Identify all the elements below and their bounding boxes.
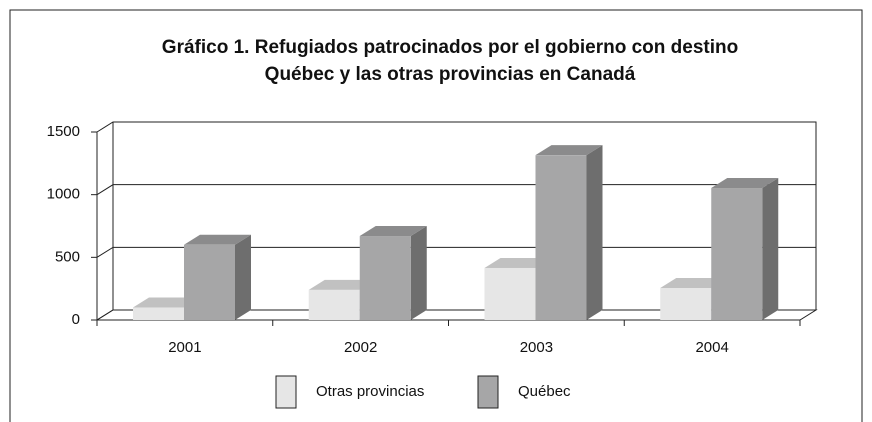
bar-side	[410, 226, 427, 320]
grid-line	[96, 121, 816, 133]
x-tick-label: 2003	[520, 339, 553, 356]
y-tick-label: 500	[55, 248, 80, 265]
bar	[133, 307, 184, 320]
bar	[535, 155, 587, 320]
y-tick-label: 1000	[47, 186, 80, 203]
bar-top	[133, 297, 200, 308]
bar-top	[359, 226, 427, 237]
legend-swatch	[275, 375, 297, 409]
bar	[184, 244, 235, 320]
x-tick-label: 2002	[344, 339, 377, 356]
legend-label: Québec	[518, 383, 571, 400]
bar	[711, 188, 763, 320]
bar	[308, 289, 360, 320]
bar-top	[711, 178, 779, 189]
x-tick-label: 2004	[695, 339, 728, 356]
x-tick-label: 2001	[168, 339, 201, 356]
y-tick-label: 1500	[47, 123, 80, 140]
bar-top	[535, 145, 603, 156]
bar	[484, 267, 536, 320]
chart-title: Gráfico 1. Refugiados patrocinados por e…	[162, 37, 738, 58]
legend-swatch	[477, 375, 499, 409]
y-tick-label: 0	[72, 311, 80, 328]
bar-top	[660, 278, 728, 289]
bar-side	[762, 178, 779, 320]
bar	[359, 236, 411, 320]
grid-line	[96, 184, 816, 196]
bar-top	[184, 234, 251, 245]
bar-side	[235, 234, 251, 320]
bar-top	[484, 257, 552, 268]
bar	[660, 288, 712, 320]
bar-top	[308, 279, 376, 290]
bar-side	[586, 145, 603, 320]
legend-label: Otras provincias	[316, 383, 424, 400]
chart-title: Québec y las otras provincias en Canadá	[265, 64, 636, 85]
frame	[9, 9, 863, 422]
